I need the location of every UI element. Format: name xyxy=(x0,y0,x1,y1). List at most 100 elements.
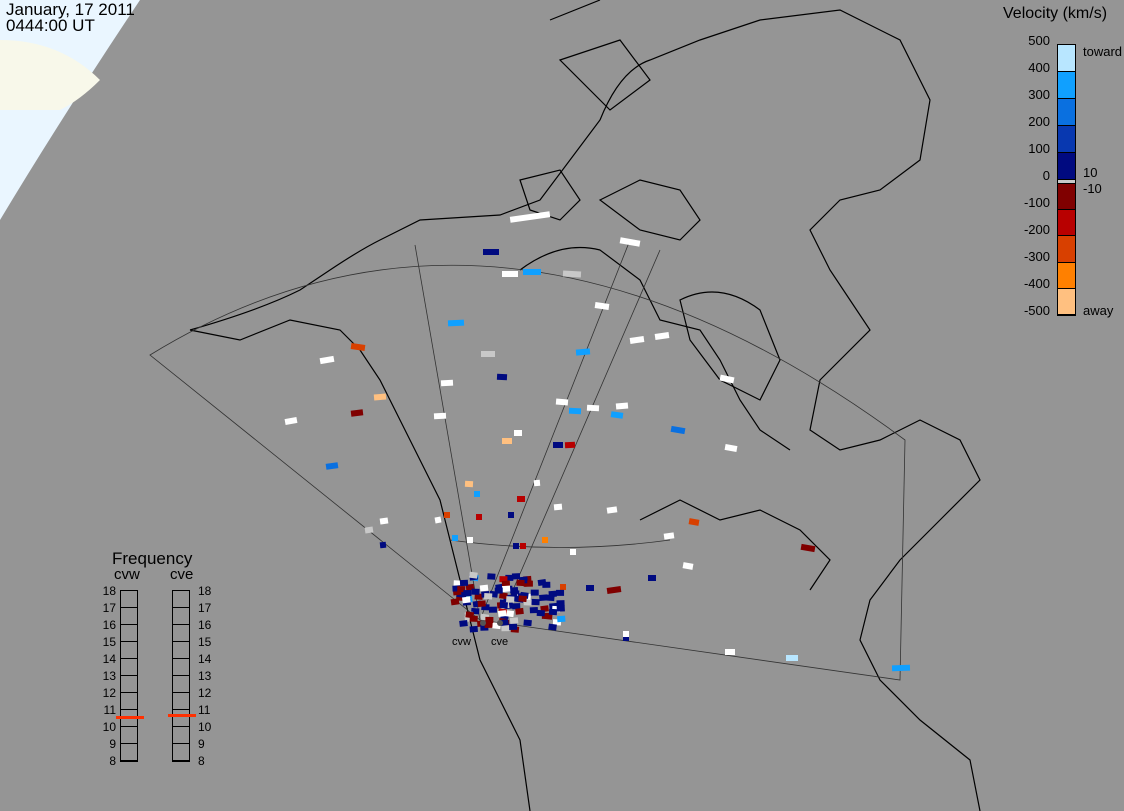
velocity-vector xyxy=(481,351,495,357)
coastlines xyxy=(189,0,981,811)
colorbar-segment xyxy=(1058,184,1075,211)
velocity-vector xyxy=(542,537,548,543)
velocity-vector xyxy=(529,607,538,614)
velocity-vector xyxy=(447,319,465,327)
colorbar-away-label: away xyxy=(1083,303,1114,318)
colorbar-segment xyxy=(1058,210,1075,237)
velocity-vector xyxy=(463,589,472,597)
velocity-vector xyxy=(539,594,548,601)
frequency-tick: 15 xyxy=(102,635,116,649)
velocity-vector xyxy=(373,393,387,401)
velocity-vector xyxy=(556,600,565,607)
frequency-cell xyxy=(173,710,189,727)
velocity-vector xyxy=(350,409,364,417)
velocity-vector xyxy=(459,619,468,627)
velocity-vector xyxy=(724,444,738,452)
daylight-region-inner xyxy=(0,40,100,110)
frequency-marker-cvw xyxy=(116,715,144,719)
colorbar-tick: 300 xyxy=(1028,87,1050,102)
velocity-vector xyxy=(515,607,524,615)
velocity-vector xyxy=(586,585,594,591)
frequency-label-cvw: cvw xyxy=(114,566,140,583)
radar-label-cve: cve xyxy=(491,636,509,648)
velocity-vector xyxy=(506,596,515,603)
frequency-tick: 10 xyxy=(102,720,116,734)
velocity-vector xyxy=(670,425,686,435)
frequency-tick: 12 xyxy=(198,686,212,700)
frequency-tick: 12 xyxy=(102,686,116,700)
frequency-cell xyxy=(121,659,137,676)
velocity-vector xyxy=(688,518,700,526)
frequency-marker-cve xyxy=(168,714,196,718)
velocity-vector xyxy=(499,592,508,600)
colorbar-segment xyxy=(1058,72,1075,99)
colorbar-tick: 500 xyxy=(1028,33,1050,48)
velocity-vector xyxy=(556,589,565,596)
frequency-cell xyxy=(121,591,137,608)
frequency-tick: 11 xyxy=(198,703,211,717)
velocity-vector xyxy=(444,512,450,518)
velocity-vector xyxy=(284,417,298,425)
velocity-vector xyxy=(623,631,629,637)
velocity-vector xyxy=(462,596,471,604)
frequency-tick: 15 xyxy=(198,635,212,649)
velocity-vector xyxy=(452,535,458,541)
frequency-tick: 18 xyxy=(102,584,116,598)
frequency-cell xyxy=(121,744,137,761)
velocity-vector xyxy=(469,615,478,622)
frequency-cell xyxy=(173,693,189,710)
velocity-vector xyxy=(479,584,489,592)
velocity-vector xyxy=(891,664,911,672)
velocity-vector xyxy=(509,587,519,594)
colorbar-neg-threshold: -10 xyxy=(1083,181,1102,196)
colorbar-segment xyxy=(1058,288,1075,315)
radar-label-cvw: cvw xyxy=(452,636,471,648)
velocity-vector xyxy=(497,610,507,617)
velocity-vector xyxy=(663,532,675,540)
velocity-vector xyxy=(518,595,527,603)
velocity-vector xyxy=(485,616,494,623)
frequency-tick: 14 xyxy=(198,652,212,666)
colorbar-tick: -200 xyxy=(1023,222,1050,237)
frequency-tick: 17 xyxy=(198,601,212,615)
velocity-vector xyxy=(570,549,576,555)
frequency-cell xyxy=(173,744,189,761)
velocity-vector xyxy=(520,543,526,549)
velocity-vector xyxy=(440,379,454,387)
colorbar-segment xyxy=(1058,236,1075,263)
velocity-vector xyxy=(594,302,610,310)
frequency-cell xyxy=(173,676,189,693)
velocity-vector xyxy=(509,211,551,223)
velocity-vector xyxy=(476,514,482,520)
colorbar-tick: 100 xyxy=(1028,141,1050,156)
velocity-vector xyxy=(531,598,540,606)
velocity-vector xyxy=(511,573,521,580)
velocity-vector xyxy=(533,479,541,487)
date-label: January, 17 2011 xyxy=(6,0,135,19)
frequency-tick: 18 xyxy=(198,584,212,598)
velocity-vector xyxy=(623,635,629,641)
colorbar-tick: -400 xyxy=(1023,276,1050,291)
frequency-tick: 16 xyxy=(102,618,116,632)
velocity-vector xyxy=(467,537,473,543)
velocity-vector xyxy=(379,517,389,525)
colorbar-segment xyxy=(1058,180,1075,184)
frequency-tick: 16 xyxy=(198,618,212,632)
velocity-vector xyxy=(494,587,503,594)
colorbar-tick: -300 xyxy=(1023,249,1050,264)
frequency-cell xyxy=(173,591,189,608)
velocity-vector xyxy=(325,462,339,470)
velocity-vector xyxy=(509,617,519,625)
frequency-title: Frequency xyxy=(112,549,193,568)
frequency-tick: 13 xyxy=(102,669,116,683)
velocity-vector xyxy=(606,586,622,594)
frequency-cell xyxy=(173,727,189,744)
velocity-colorbar xyxy=(1057,44,1076,316)
velocity-vector xyxy=(553,503,563,511)
colorbar-segment xyxy=(1058,99,1075,126)
time-label: 0444:00 UT xyxy=(6,16,95,35)
frequency-tick: 9 xyxy=(198,737,205,751)
velocity-vector xyxy=(654,332,670,340)
velocity-vector xyxy=(786,655,798,661)
velocity-vector xyxy=(508,512,514,518)
